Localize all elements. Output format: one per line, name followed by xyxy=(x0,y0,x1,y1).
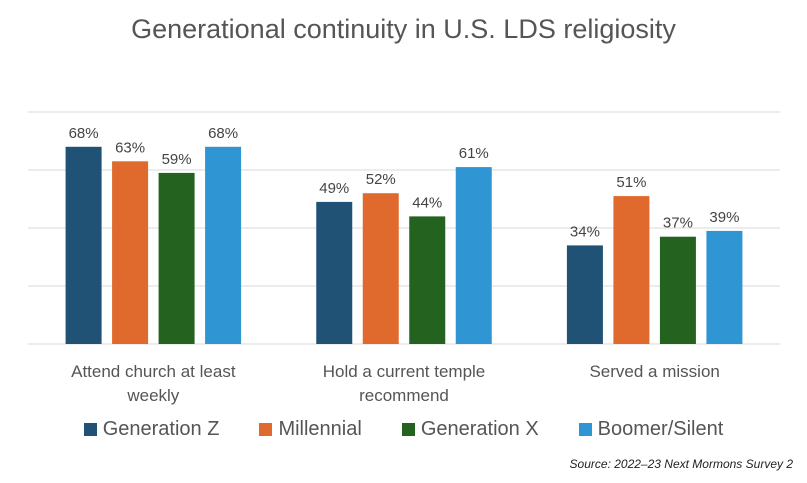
category-label: Attend church at least xyxy=(71,362,236,381)
bar xyxy=(706,230,743,344)
data-label: 39% xyxy=(709,209,739,226)
legend-label: Generation Z xyxy=(102,418,220,440)
legend-swatch xyxy=(83,423,97,436)
bar xyxy=(409,216,446,344)
bar xyxy=(316,201,353,344)
data-label: 59% xyxy=(162,151,192,168)
legend: Generation Z Millennial Generation X Boo… xyxy=(0,418,807,441)
category-label: weekly xyxy=(126,386,179,405)
legend-label: Millennial xyxy=(278,418,362,440)
bar xyxy=(65,146,102,344)
legend-swatch xyxy=(401,423,415,436)
bar xyxy=(158,172,195,344)
legend-item: Millennial xyxy=(259,418,362,441)
chart-title: Generational continuity in U.S. LDS reli… xyxy=(131,14,676,44)
data-label: 52% xyxy=(366,171,396,188)
legend-swatch xyxy=(259,423,273,436)
bar xyxy=(455,167,492,344)
data-label: 49% xyxy=(319,180,349,197)
bar xyxy=(205,146,242,344)
plot-area: 68% 63% 59% 68% Attend church at least weekly… xyxy=(28,111,780,405)
category-label: Hold a current temple xyxy=(323,362,486,381)
category-label: recommend xyxy=(359,386,449,405)
bar xyxy=(613,196,650,344)
legend-swatch xyxy=(578,423,592,436)
data-label: 51% xyxy=(616,174,646,191)
legend-label: Boomer/Silent xyxy=(597,418,724,440)
source-note: Source: 2022–23 Next Mormons Survey 2 xyxy=(569,457,793,471)
data-label: 34% xyxy=(570,223,600,240)
bar xyxy=(659,236,696,344)
legend-item: Generation Z xyxy=(83,418,220,441)
legend-label: Generation X xyxy=(420,418,539,440)
bar xyxy=(112,161,149,344)
data-label: 63% xyxy=(115,139,145,156)
legend-item: Generation X xyxy=(401,418,539,441)
data-label: 44% xyxy=(412,194,442,211)
data-label: 68% xyxy=(69,125,99,142)
legend-item: Boomer/Silent xyxy=(578,418,724,441)
category-label: Served a mission xyxy=(589,362,719,381)
data-label: 37% xyxy=(663,215,693,232)
data-label: 61% xyxy=(459,145,489,162)
bar xyxy=(566,245,603,344)
bar xyxy=(362,193,399,344)
data-label: 68% xyxy=(208,125,238,142)
